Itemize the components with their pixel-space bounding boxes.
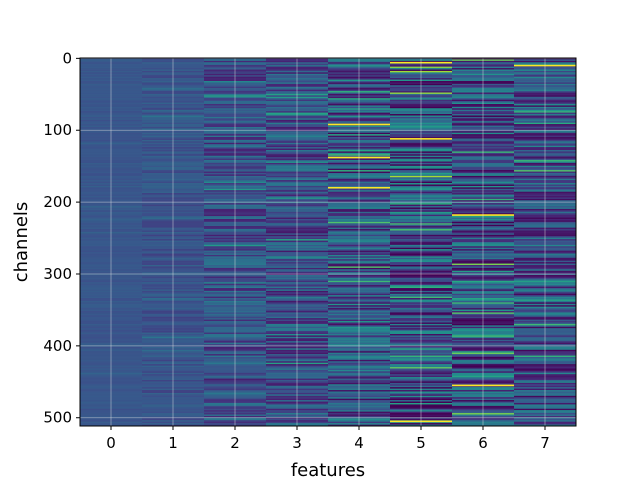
y-tick-label: 200 [43,193,72,211]
x-tick-label: 0 [106,434,116,452]
x-axis-label: features [291,460,365,480]
y-tick-label: 100 [43,121,72,139]
x-tick-label: 4 [354,434,364,452]
x-tick-label: 2 [230,434,240,452]
y-tick-label: 500 [43,409,72,427]
y-tick-label: 300 [43,265,72,283]
x-tick-label: 7 [540,434,550,452]
y-tick-label: 400 [43,337,72,355]
plot-frame [79,57,577,427]
y-axis-label: channels [11,202,32,283]
x-axis-ticks: 0 1 2 3 4 5 6 7 [106,426,550,452]
x-tick-label: 5 [416,434,426,452]
x-tick-label: 3 [292,434,302,452]
x-tick-label: 1 [168,434,178,452]
x-tick-label: 6 [478,434,488,452]
y-axis-ticks: 0 100 200 300 400 500 [43,49,80,427]
y-tick-label: 0 [62,49,72,67]
grid-lines [80,57,576,426]
plot-area [80,58,576,427]
